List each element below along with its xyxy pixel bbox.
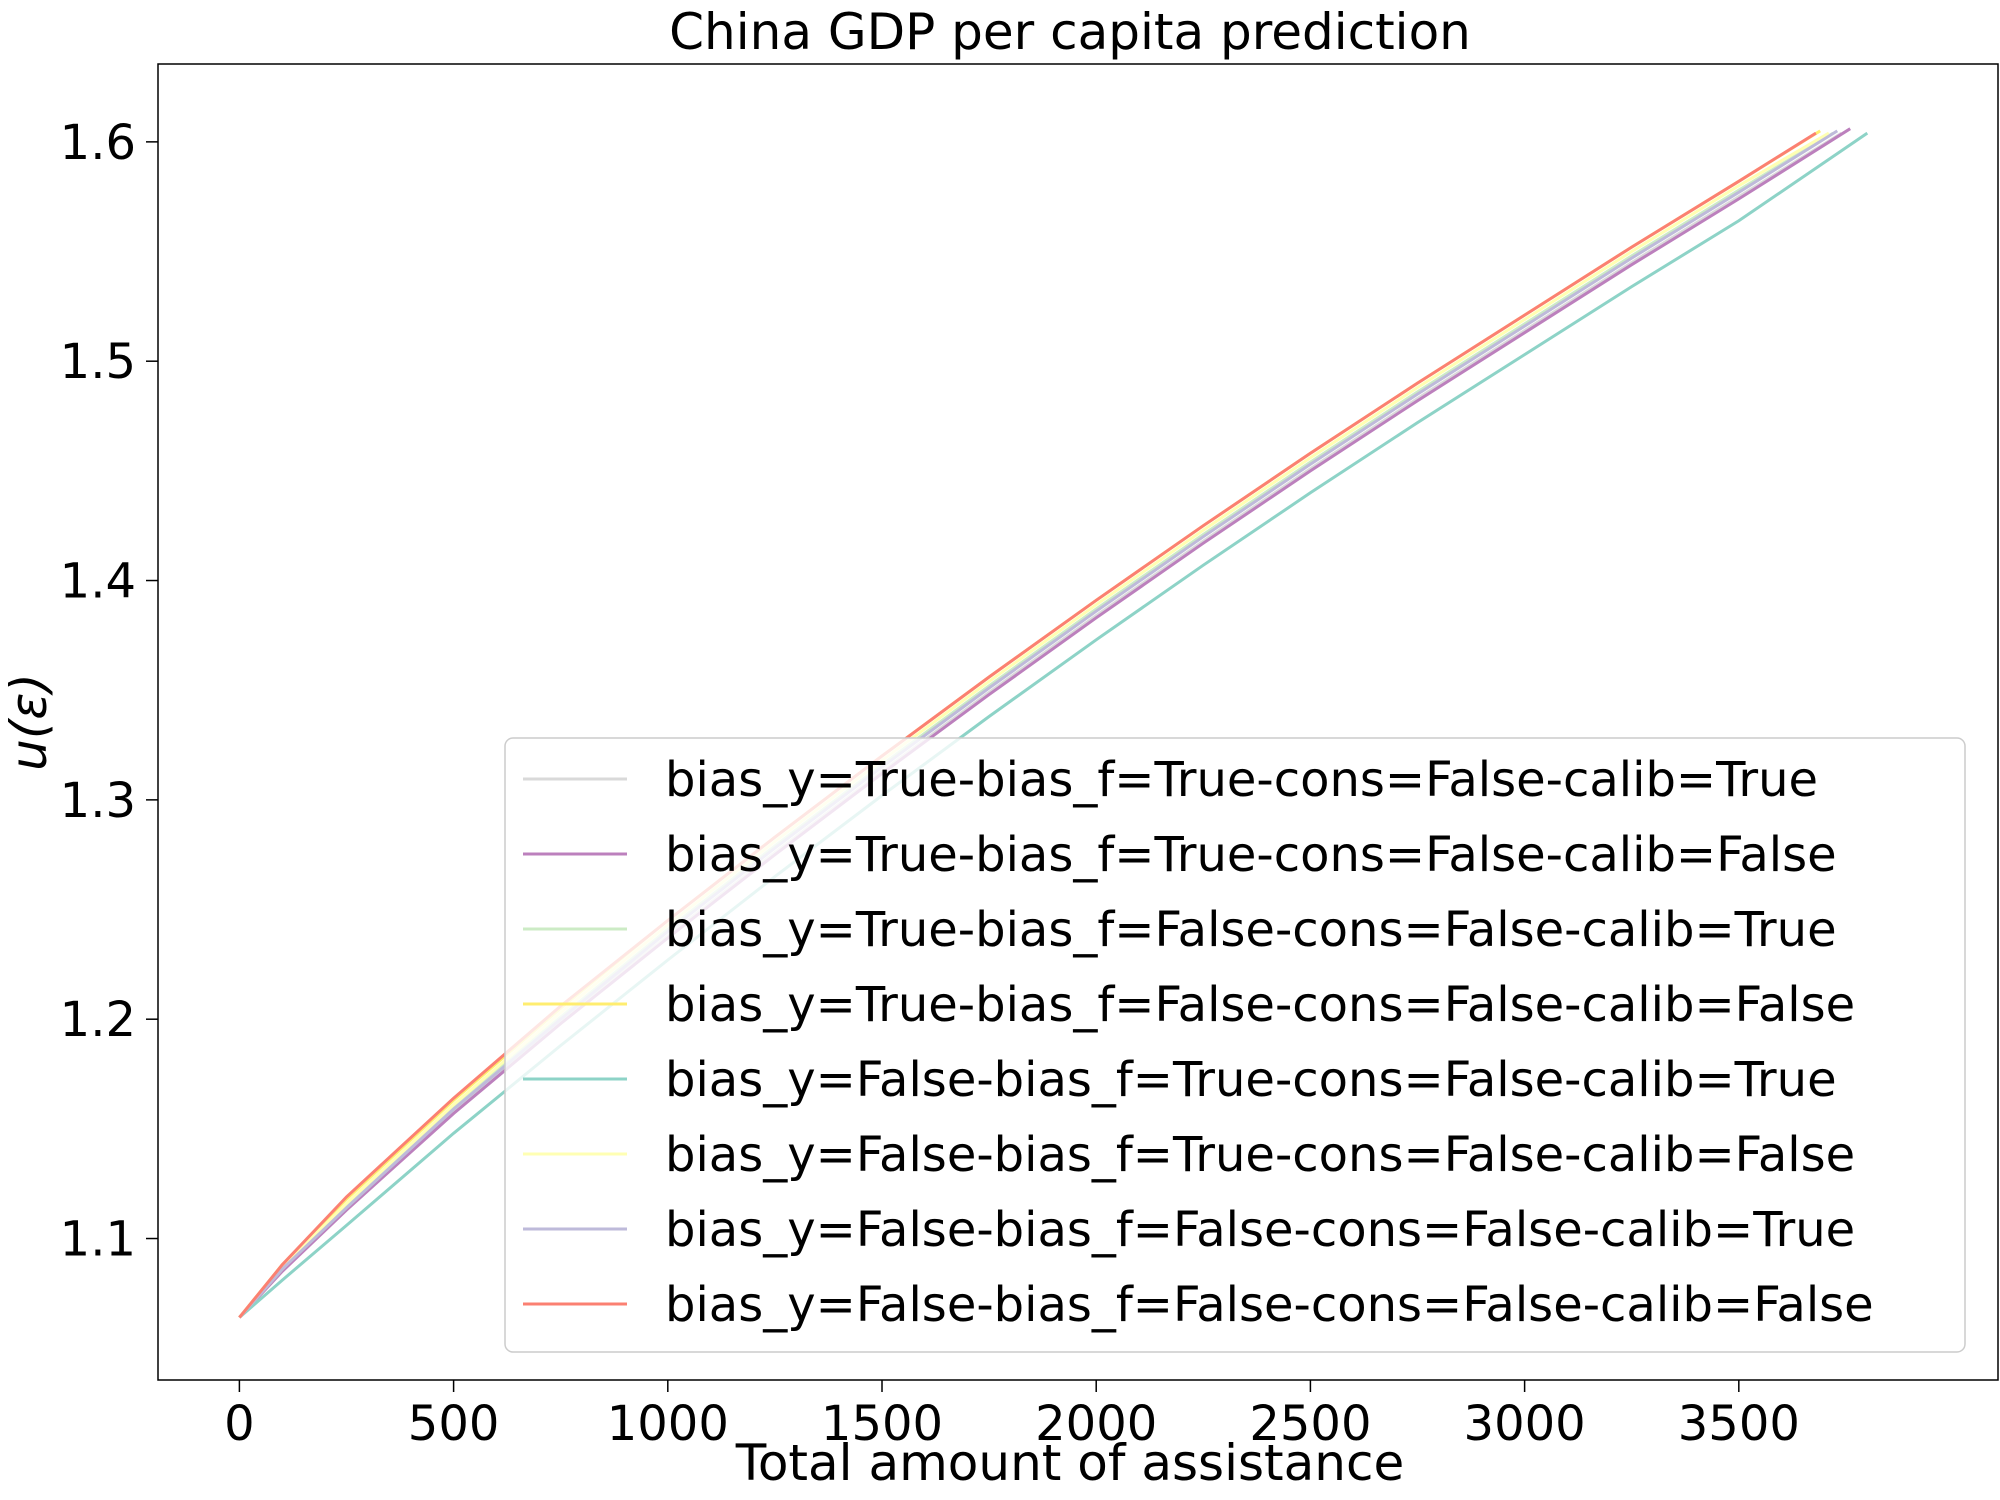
y-tick-label: 1.3	[60, 773, 136, 829]
series-line-7	[238, 129, 1839, 1319]
series-line-6	[238, 131, 1830, 1319]
x-axis-ticks: 0 500 1000 1500 2000 2500 3000 3500	[224, 1380, 1800, 1452]
x-tick-label: 3500	[1678, 1396, 1800, 1452]
x-tick-label: 1500	[821, 1396, 943, 1452]
y-tick-label: 1.5	[60, 334, 136, 390]
chart-title: China GDP per capita prediction	[669, 3, 1471, 61]
x-tick-label: 2500	[1249, 1396, 1371, 1452]
y-tick-label: 1.4	[60, 554, 136, 610]
x-tick-label: 1000	[607, 1396, 729, 1452]
legend-label: bias_y=False-bias_f=True-cons=False-cali…	[665, 1052, 1837, 1108]
x-tick-label: 500	[408, 1396, 500, 1452]
x-tick-label: 2000	[1035, 1396, 1157, 1452]
y-axis-ticks: 1.1 1.2 1.3 1.4 1.5 1.6	[60, 115, 158, 1268]
x-tick-label: 3000	[1464, 1396, 1586, 1452]
legend: bias_y=True-bias_f=True-cons=False-calib…	[504, 737, 1966, 1353]
x-tick-label: 0	[224, 1396, 255, 1452]
y-tick-label: 1.6	[60, 115, 136, 171]
y-axis-label: u(ε)	[0, 673, 58, 771]
y-tick-label: 1.1	[60, 1212, 136, 1268]
legend-label: bias_y=True-bias_f=True-cons=False-calib…	[665, 827, 1837, 883]
series-line-8	[238, 131, 1817, 1319]
legend-label: bias_y=False-bias_f=False-cons=False-cal…	[665, 1202, 1855, 1258]
legend-label: bias_y=False-bias_f=False-cons=False-cal…	[665, 1277, 1874, 1333]
series-line-3	[238, 131, 1834, 1319]
plot-lines	[238, 127, 1869, 1319]
y-tick-label: 1.2	[60, 992, 136, 1048]
legend-label: bias_y=True-bias_f=False-cons=False-cali…	[665, 902, 1837, 958]
legend-frame	[504, 737, 1966, 1353]
plot-frame	[157, 63, 1999, 1381]
series-line-5	[238, 131, 1869, 1319]
x-axis-label: Total amount of assistance	[735, 1434, 1404, 1492]
legend-label: bias_y=True-bias_f=False-cons=False-cali…	[665, 977, 1855, 1033]
legend-label: bias_y=True-bias_f=True-cons=False-calib…	[665, 752, 1818, 808]
legend-label: bias_y=False-bias_f=True-cons=False-cali…	[665, 1127, 1855, 1183]
series-line-2	[238, 127, 1851, 1319]
